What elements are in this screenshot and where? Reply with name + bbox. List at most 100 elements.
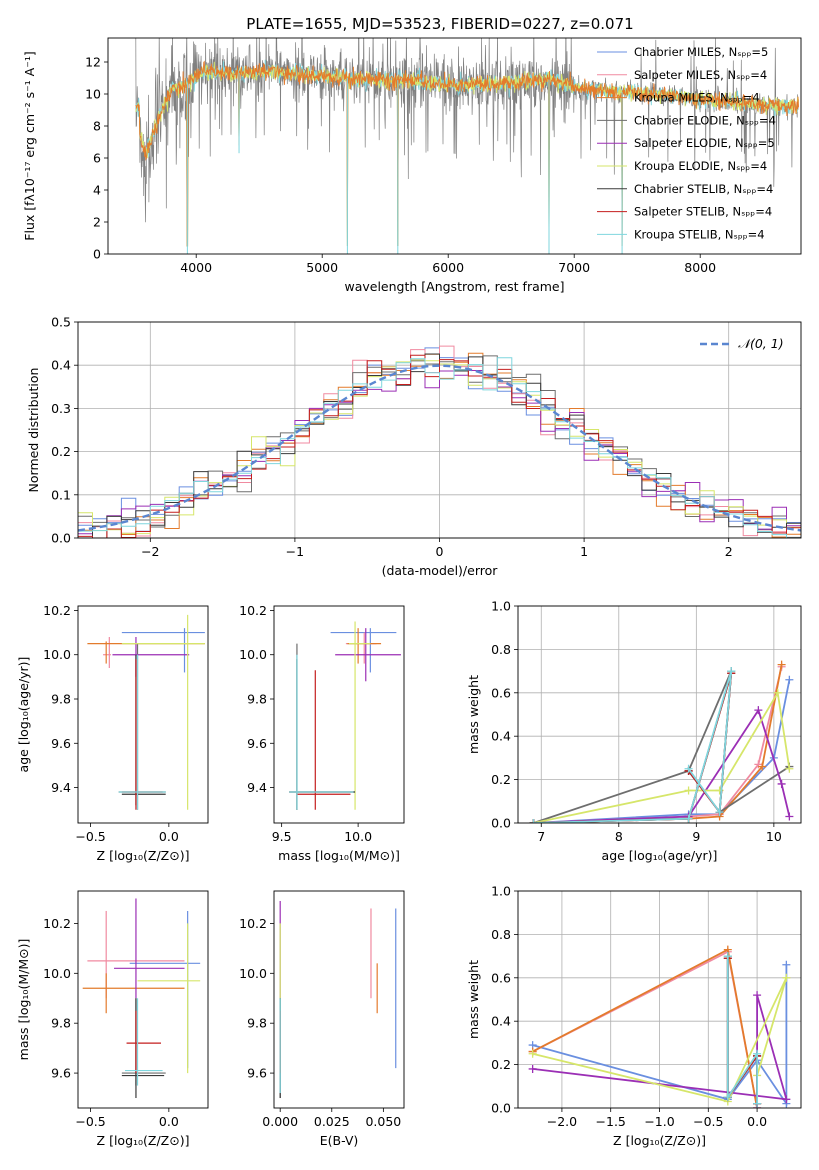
y-tick-label: 0.0: [491, 1101, 511, 1116]
y-tick-label: 10.2: [43, 916, 71, 931]
x-tick-label: 0.050: [365, 1114, 401, 1129]
x-tick-label: −0.5: [75, 1114, 105, 1129]
legend: 𝒩(0, 1): [700, 336, 784, 351]
x-tick-label: 6000: [432, 260, 464, 275]
y-tick-label: 9.6: [51, 736, 71, 751]
x-tick-label: 2: [725, 544, 733, 559]
y-tick-label: 0.3: [51, 401, 71, 416]
legend-entry: Kroupa MILES, Nₛₚₚ=4: [634, 91, 760, 105]
x-tick-label: −0.5: [693, 1114, 723, 1129]
x-tick-label: −1: [286, 544, 304, 559]
figure-title: PLATE=1655, MJD=53523, FIBERID=0227, z=0…: [246, 15, 633, 33]
y-axis-label: age [log₁₀(age/yr)]: [16, 657, 31, 773]
plot-layer: 4000 5000 6000 7000 8000024681012wavelength …: [16, 37, 802, 1148]
x-tick-label: 0.0: [159, 829, 179, 844]
x-axis-label: Z [log₁₀(Z/Z⊙)]: [97, 1133, 190, 1148]
legend-entry: Kroupa ELODIE, Nₛₚₚ=4: [634, 159, 767, 173]
legend-entry: 𝒩(0, 1): [738, 336, 784, 351]
axes-frame: [107, 37, 802, 255]
y-tick-label: 9.8: [51, 692, 71, 707]
y-tick-label: 10.0: [239, 966, 267, 981]
x-axis-label: mass [log₁₀(M/M⊙)]: [278, 848, 400, 863]
legend-entry: Salpeter ELODIE, Nₛₚₚ=5: [634, 136, 775, 150]
x-axis-label: Z [log₁₀(Z/Z⊙)]: [613, 1133, 706, 1148]
mass-weight-marker: [753, 1049, 762, 1058]
x-tick-label: 1: [580, 544, 588, 559]
x-tick-label: 4000: [180, 260, 212, 275]
mass-weight-marker: [773, 688, 782, 697]
x-tick-label: 8: [615, 829, 623, 844]
x-tick-label: −2.0: [547, 1114, 577, 1129]
y-tick-label: 10.2: [43, 603, 71, 618]
panel-mass-vs-Z: −0.5 0.0 9.6 9.8 10.0 10.2 Z [log₁₀(Z/Z⊙)] mass…: [16, 890, 209, 1148]
x-tick-label: 0.0: [159, 1114, 179, 1129]
y-tick-label: 4: [93, 183, 101, 198]
mass-weight-marker: [684, 764, 693, 773]
x-tick-label: 9.5: [272, 829, 292, 844]
y-tick-label: 0.4: [51, 358, 71, 373]
y-tick-label: 9.6: [247, 1066, 267, 1081]
axes-frame: [273, 890, 405, 1109]
plot-area: [135, 38, 799, 254]
y-tick-label: 0.0: [51, 531, 71, 546]
y-axis-label: Normed distribution: [26, 368, 41, 493]
residual-histogram: [78, 354, 801, 538]
mass-weight-line: [533, 673, 733, 823]
y-tick-label: 0.4: [491, 729, 511, 744]
mass-weight-marker: [528, 1049, 537, 1058]
panel-spectrum: 4000 5000 6000 7000 8000 0 2 4 6 8 10 12 wavelength …: [22, 37, 802, 294]
legend-entry: Chabrier ELODIE, Nₛₚₚ=4: [634, 113, 776, 127]
y-tick-label: 0.8: [491, 642, 511, 657]
x-tick-label: 8000: [684, 260, 716, 275]
plot-area: [529, 660, 794, 823]
x-tick-label: 7: [537, 829, 545, 844]
y-tick-label: 0.6: [491, 685, 511, 700]
mass-weight-line: [726, 956, 758, 1104]
model-spectrum: [135, 60, 799, 247]
legend-entry: Chabrier STELIB, Nₛₚₚ=4: [634, 182, 773, 196]
y-tick-label: 9.4: [51, 780, 71, 795]
mass-weight-line: [533, 708, 791, 823]
mass-weight-marker: [754, 706, 763, 715]
plot-area: [82, 898, 201, 1099]
x-tick-label: 10.0: [344, 829, 372, 844]
x-tick-label: 5000: [306, 260, 338, 275]
y-tick-label: 0.2: [491, 1057, 511, 1072]
y-tick-label: 0.2: [491, 772, 511, 787]
mass-weight-marker: [529, 819, 538, 823]
mass-weight-line: [532, 950, 758, 1108]
axes-frame: [517, 605, 802, 824]
mass-weight-line: [533, 679, 791, 823]
normal-curve: [78, 364, 801, 532]
legend-entry: Chabrier MILES, Nₛₚₚ=5: [634, 45, 768, 59]
y-tick-label: 12: [85, 55, 101, 70]
y-tick-label: 8: [93, 119, 101, 134]
mass-weight-marker: [723, 952, 732, 961]
plot-area: [87, 614, 205, 810]
y-tick-label: 10: [85, 87, 101, 102]
y-tick-label: 0.5: [51, 315, 71, 330]
panel-massweight-vs-age: 7 8 9 10 0.0 0.2 0.4 0.6 0.8 1.0 age [log₁₀(age/yr…: [466, 599, 802, 863]
x-tick-label: −2: [141, 544, 159, 559]
y-tick-label: 0.1: [51, 487, 71, 502]
panel-age-vs-mass: 9.5 10.0 9.4 9.6 9.8 10.0 10.2 mass [log₁₀(M/M⊙…: [239, 603, 405, 863]
mass-weight-marker: [684, 786, 693, 795]
legend-entry: Kroupa STELIB, Nₛₚₚ=4: [634, 227, 765, 241]
x-axis-label: Z [log₁₀(Z/Z⊙)]: [97, 848, 190, 863]
mass-weight-marker: [715, 808, 724, 817]
y-tick-label: 0.8: [491, 927, 511, 942]
x-axis-label: age [log₁₀(age/yr)]: [602, 848, 718, 863]
x-tick-label: 10: [766, 829, 782, 844]
mass-weight-line: [532, 977, 788, 1103]
y-tick-label: 1.0: [491, 599, 511, 614]
residual-histogram: [78, 357, 801, 538]
y-tick-label: 0.6: [491, 970, 511, 985]
y-tick-label: 9.8: [247, 692, 267, 707]
y-tick-label: 9.6: [51, 1066, 71, 1081]
mass-weight-marker: [785, 812, 794, 821]
mass-weight-marker: [753, 991, 762, 1000]
legend-entry: Salpeter MILES, Nₛₚₚ=4: [634, 68, 767, 82]
panel-mass-vs-EBV: 0.000 0.025 0.050 9.6 9.8 10.0 10.2 E(B-V): [239, 890, 405, 1148]
axes-frame: [273, 605, 405, 824]
